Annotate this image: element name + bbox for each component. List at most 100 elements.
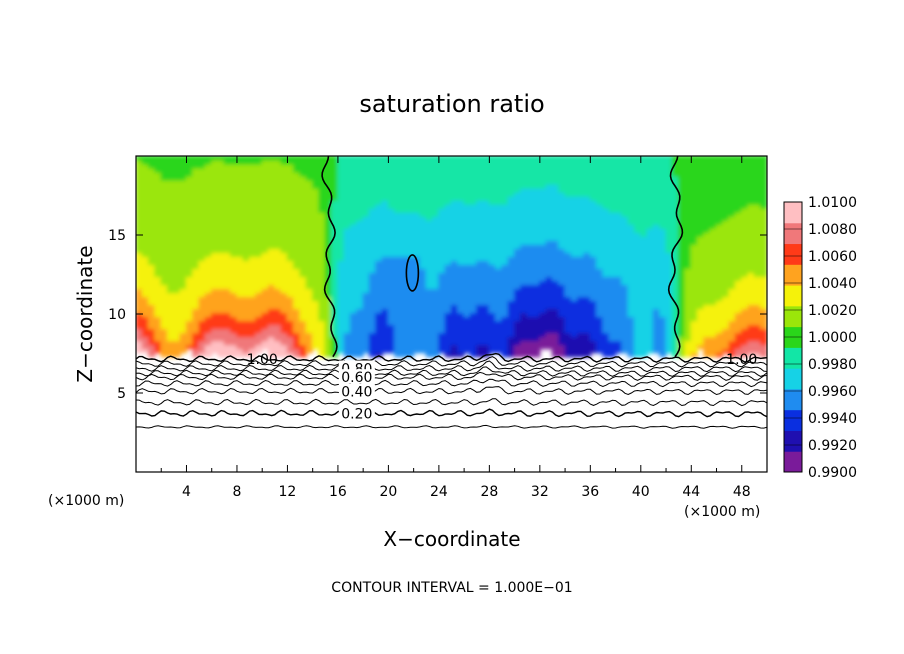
field-cell bbox=[400, 340, 408, 346]
field-cell bbox=[211, 283, 219, 290]
field-cell bbox=[343, 311, 352, 318]
field-cell bbox=[387, 163, 396, 169]
field-cell bbox=[678, 235, 686, 241]
field-cell bbox=[507, 156, 516, 161]
field-cell bbox=[166, 340, 175, 346]
field-cell bbox=[507, 319, 516, 326]
field-cell bbox=[267, 287, 276, 294]
field-cell bbox=[532, 323, 541, 330]
field-cell bbox=[236, 352, 244, 358]
field-cell bbox=[324, 167, 333, 173]
field-cell bbox=[148, 183, 156, 189]
field-cell bbox=[375, 175, 383, 181]
field-cell bbox=[614, 156, 623, 161]
field-cell bbox=[274, 319, 282, 326]
field-cell bbox=[173, 267, 181, 273]
field-cell bbox=[507, 263, 516, 269]
field-cell bbox=[526, 179, 535, 185]
field-cell bbox=[166, 323, 175, 330]
field-cell bbox=[545, 171, 554, 177]
field-cell bbox=[501, 267, 509, 273]
field-cell bbox=[255, 303, 263, 310]
field-cell bbox=[299, 207, 307, 213]
field-cell bbox=[406, 247, 415, 253]
field-cell bbox=[331, 251, 339, 257]
field-cell bbox=[507, 331, 516, 338]
field-cell bbox=[659, 251, 667, 257]
field-cell bbox=[596, 287, 604, 294]
field-cell bbox=[242, 283, 251, 290]
field-cell bbox=[627, 267, 636, 273]
field-cell bbox=[709, 299, 718, 306]
field-cell bbox=[356, 303, 364, 310]
field-cell bbox=[514, 223, 522, 229]
field-cell bbox=[425, 295, 434, 302]
field-cell bbox=[362, 227, 371, 233]
field-cell bbox=[539, 231, 547, 237]
field-cell bbox=[274, 219, 282, 225]
field-cell bbox=[469, 291, 478, 298]
field-cell bbox=[665, 231, 673, 237]
field-cell bbox=[501, 315, 509, 322]
field-cell bbox=[684, 179, 692, 185]
field-cell bbox=[728, 167, 737, 173]
field-cell bbox=[633, 340, 642, 346]
field-cell bbox=[148, 191, 156, 197]
contour-line bbox=[136, 424, 767, 429]
field-cell bbox=[242, 227, 251, 233]
field-cell bbox=[236, 259, 244, 265]
field-cell bbox=[570, 235, 579, 241]
field-cell bbox=[192, 163, 200, 169]
field-cell bbox=[293, 167, 301, 173]
field-cell bbox=[703, 247, 711, 253]
field-cell bbox=[223, 344, 232, 350]
field-cell bbox=[274, 171, 282, 177]
field-cell bbox=[545, 159, 554, 165]
field-cell bbox=[337, 307, 345, 314]
field-cell bbox=[331, 243, 339, 249]
field-cell bbox=[526, 348, 535, 354]
field-cell bbox=[261, 167, 270, 173]
field-cell bbox=[349, 299, 358, 306]
field-cell bbox=[236, 275, 244, 282]
field-cell bbox=[223, 331, 232, 338]
field-cell bbox=[665, 211, 673, 217]
field-cell bbox=[715, 235, 724, 241]
field-cell bbox=[286, 315, 295, 322]
field-cell bbox=[457, 239, 465, 245]
field-cell bbox=[476, 183, 484, 189]
field-cell bbox=[141, 279, 150, 286]
field-cell bbox=[457, 344, 465, 350]
field-cell bbox=[173, 195, 181, 201]
field-cell bbox=[633, 303, 642, 310]
field-cell bbox=[305, 340, 314, 346]
field-cell bbox=[715, 163, 724, 169]
field-cell bbox=[659, 323, 667, 330]
field-cell bbox=[305, 235, 314, 241]
field-cell bbox=[577, 251, 585, 257]
field-cell bbox=[457, 299, 465, 306]
field-cell bbox=[312, 231, 320, 237]
field-cell bbox=[198, 215, 207, 221]
field-cell bbox=[136, 191, 143, 197]
field-cell bbox=[696, 167, 705, 173]
field-cell bbox=[501, 163, 509, 169]
field-cell bbox=[425, 271, 434, 277]
field-cell bbox=[570, 275, 579, 282]
field-cell bbox=[608, 267, 617, 273]
field-cell bbox=[715, 352, 724, 358]
field-cell bbox=[280, 251, 289, 257]
field-cell bbox=[734, 156, 743, 161]
field-cell bbox=[652, 295, 661, 302]
field-cell bbox=[368, 156, 377, 161]
field-cell bbox=[381, 335, 389, 342]
field-cell bbox=[684, 340, 692, 346]
field-cell bbox=[495, 239, 503, 245]
field-cell bbox=[488, 287, 497, 294]
field-cell bbox=[633, 191, 642, 197]
field-cell bbox=[545, 207, 554, 213]
field-cell bbox=[741, 295, 749, 302]
field-cell bbox=[230, 323, 238, 330]
field-cell bbox=[633, 211, 642, 217]
field-cell bbox=[665, 175, 673, 181]
